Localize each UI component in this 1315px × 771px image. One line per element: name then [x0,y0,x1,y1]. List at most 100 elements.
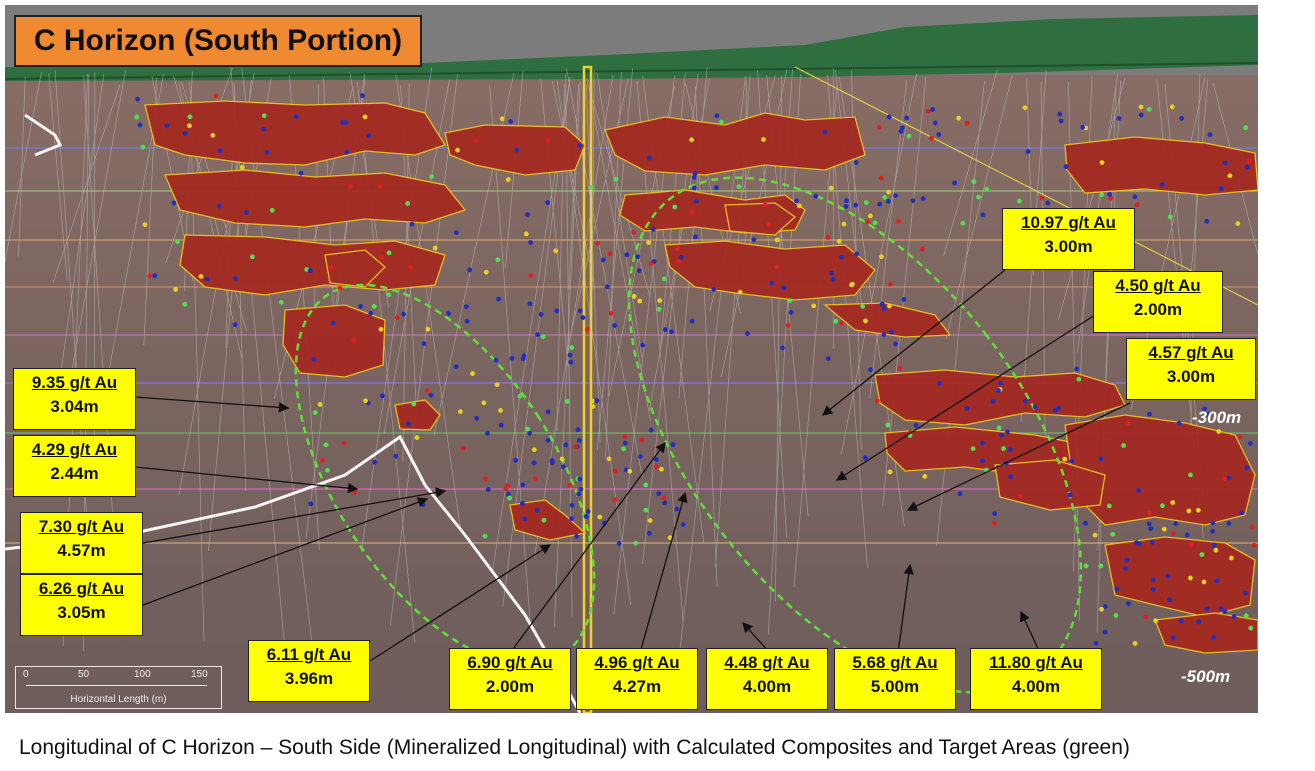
composite-dot [1114,586,1120,592]
composite-dot [1243,613,1249,619]
composite-dot [217,148,223,154]
callout-length: 5.00m [870,677,920,696]
composite-dot [569,502,575,508]
composite-dot [567,482,573,488]
callout-length: 2.44m [50,464,99,483]
composite-dot [1106,503,1112,509]
composite-dot [1147,510,1152,516]
ramp-line [794,66,1258,306]
composite-dot [886,198,891,204]
composite-dot [577,143,583,149]
composite-dot [498,408,503,413]
composite-dot [713,185,719,191]
composite-dot [872,220,878,226]
composite-dot [1184,532,1190,538]
composite-dot [1007,447,1013,453]
composite-dot [1058,118,1064,124]
composite-dot [135,96,141,102]
composite-dot [631,230,636,235]
callout-length: 3.05m [57,603,106,622]
composite-dot [577,476,583,482]
composite-dot [1113,613,1119,618]
composite-dot [1171,531,1176,537]
composite-dot [1170,500,1176,505]
composite-dot [140,144,146,150]
composite-dot [1110,531,1116,537]
composite-dot [672,204,678,210]
drill-trace [566,68,643,478]
composite-dot [505,491,511,497]
callout-4-57: 4.57 g/t Au 3.00m [1126,338,1256,400]
composite-dot [366,133,372,139]
composite-dot [1143,614,1149,620]
composite-dot [569,516,574,522]
drill-trace [943,69,998,256]
composite-dot [348,183,353,189]
composite-dot [377,183,383,189]
composite-dot [432,245,438,251]
scale-bar: 0 50 100 150 Horizontal Length (m) [15,666,222,709]
composite-dot [453,230,459,235]
composite-dot [574,533,580,539]
composite-dot [1099,606,1104,612]
composite-dot [901,297,907,302]
composite-dot [1188,575,1193,581]
composite-dot [774,264,780,270]
composite-dot [670,442,676,447]
composite-dot [885,422,891,428]
composite-dot [659,466,664,472]
composite-dot [532,476,538,482]
composite-dot [843,204,849,209]
composite-dot [394,315,400,321]
composite-dot [323,442,329,448]
composite-dot [886,189,891,195]
composite-dot [233,275,238,281]
composite-dot [913,422,919,428]
longitudinal-section-figure: C Horizon (South Portion) -300m -500m 10… [5,5,1258,713]
composite-dot [692,171,698,177]
composite-dot [769,281,775,286]
composite-dot [1069,458,1075,464]
composite-dot [925,108,931,114]
composite-dot [1188,472,1193,478]
composite-dot [1093,640,1099,646]
drill-trace [165,67,233,264]
composite-dot [766,221,772,227]
composite-dot [984,186,990,192]
composite-dot [541,517,547,523]
composite-dot [780,345,785,351]
composite-dot [317,402,323,407]
callout-11-80: 11.80 g/t Au 4.00m [970,648,1102,710]
composite-dot [646,240,651,245]
composite-dot [893,341,898,347]
composite-dot [1102,604,1108,609]
composite-dot [428,392,434,398]
composite-dot [485,487,491,493]
composite-dot [1213,547,1219,553]
composite-dot [648,261,654,266]
composite-dot [1052,407,1058,413]
composite-dot [1124,557,1129,563]
shaft [582,65,593,713]
composite-dot [325,467,330,473]
composite-dot [633,540,639,546]
composite-dot [622,440,628,446]
composite-dot [996,388,1001,393]
composite-dot [474,415,480,421]
composite-dot [887,303,892,309]
composite-dot [828,185,834,191]
composite-dot [1210,520,1216,526]
composite-dot [1062,456,1068,462]
composite-dot [371,304,377,309]
composite-dot [887,469,893,475]
composite-dot [525,212,530,217]
scale-bar-label: Horizontal Length (m) [70,694,167,705]
composite-dot [650,226,656,232]
composite-dot [216,203,222,209]
composite-dot [932,120,938,126]
composite-dot [446,311,452,316]
drill-trace [588,86,651,422]
composite-dot [424,388,430,393]
composite-dot [523,231,529,237]
composite-dot [1136,487,1142,493]
